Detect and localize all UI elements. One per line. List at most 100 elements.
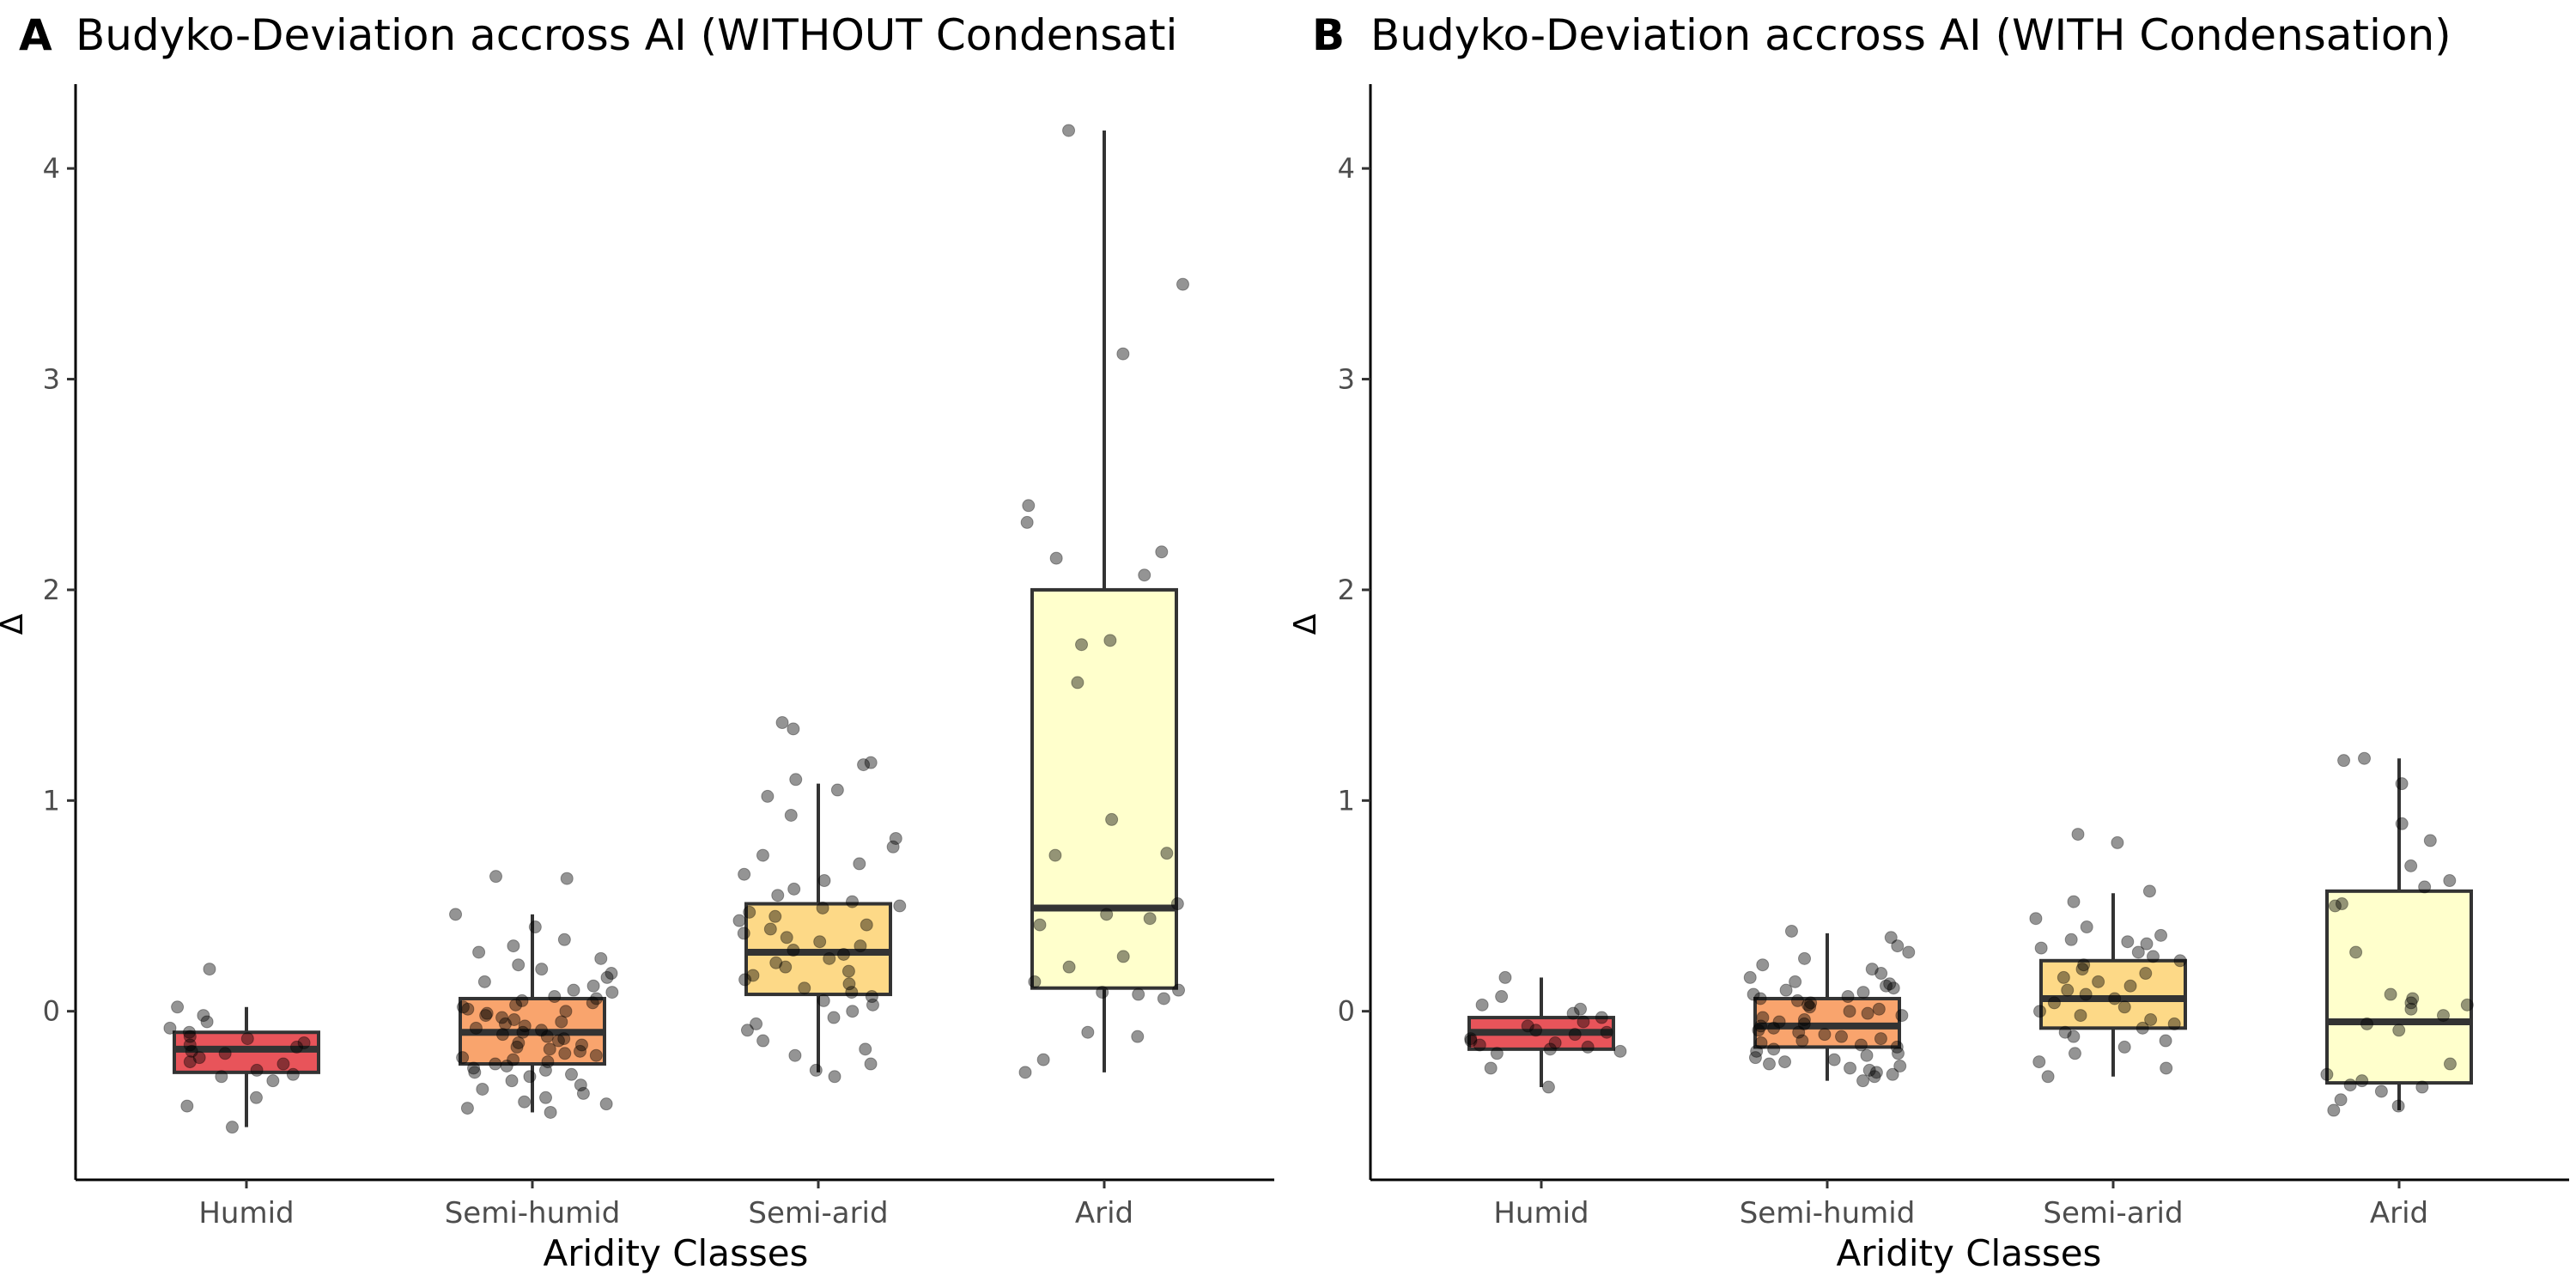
data-point <box>266 1074 280 1088</box>
data-point <box>575 1038 589 1052</box>
data-point <box>456 1000 470 1014</box>
data-point <box>780 931 793 945</box>
data-point <box>2392 1024 2406 1037</box>
data-point <box>1784 924 1798 938</box>
data-point <box>2108 992 2122 1005</box>
data-point <box>2033 1005 2047 1018</box>
box <box>2039 958 2187 1030</box>
data-point <box>1895 1009 1909 1023</box>
data-point <box>555 1015 568 1029</box>
data-point <box>2061 983 2075 997</box>
data-point <box>1022 499 1036 513</box>
data-point <box>240 1032 254 1046</box>
data-point <box>489 870 503 884</box>
data-point <box>2029 912 2043 926</box>
data-point <box>1886 981 1900 995</box>
data-point <box>1495 990 1509 1004</box>
data-point <box>510 1040 524 1054</box>
data-point <box>787 722 800 736</box>
data-point <box>2335 897 2348 911</box>
data-point <box>2058 1025 2072 1039</box>
data-point <box>515 993 529 1007</box>
data-point <box>1595 1011 1608 1024</box>
data-point <box>2032 1055 2046 1069</box>
data-point <box>2334 1093 2348 1107</box>
y-tick-label: 0 <box>43 995 60 1028</box>
data-point <box>535 1024 549 1037</box>
data-point <box>1464 1032 1478 1046</box>
data-point <box>2144 1013 2158 1027</box>
data-point <box>495 1011 509 1024</box>
data-point <box>2092 975 2105 988</box>
data-point <box>290 1040 304 1054</box>
data-point <box>2136 1021 2149 1035</box>
data-point <box>460 1102 474 1115</box>
data-point <box>586 996 599 1010</box>
box <box>1030 587 1178 990</box>
data-point <box>183 1038 197 1052</box>
data-point <box>743 905 756 919</box>
data-point <box>2140 937 2154 951</box>
data-point <box>2360 1017 2374 1030</box>
data-point <box>505 1074 519 1088</box>
data-point <box>1883 977 1897 991</box>
data-point <box>565 1067 579 1081</box>
data-point <box>1750 1044 1764 1058</box>
data-point <box>1874 967 1888 981</box>
data-point <box>1105 812 1119 826</box>
data-point <box>1548 1036 1562 1049</box>
data-point <box>1762 1057 1776 1071</box>
data-point <box>1028 975 1042 988</box>
data-point <box>180 1099 194 1113</box>
y-tick-label: 2 <box>43 574 60 606</box>
data-point <box>461 1002 475 1016</box>
data-point <box>1886 1067 1899 1081</box>
data-point <box>197 1009 210 1023</box>
data-point <box>1075 638 1089 652</box>
data-point <box>1116 950 1130 963</box>
data-point <box>560 872 574 885</box>
panel-title: Budyko-Deviation accross AI (WITHOUT Con… <box>76 10 1177 60</box>
data-point <box>1475 998 1489 1012</box>
data-point <box>574 1078 587 1092</box>
data-point <box>836 947 850 961</box>
data-point <box>203 963 216 976</box>
data-point <box>1529 1024 1543 1037</box>
data-point <box>1018 1066 1032 1079</box>
data-point <box>798 981 811 995</box>
data-point <box>1048 848 1062 862</box>
data-point <box>1803 1000 1817 1014</box>
y-tick-label: 3 <box>1338 363 1355 396</box>
data-point <box>480 1006 494 1020</box>
data-point <box>750 1017 763 1030</box>
axes: 0 1 2 3 4 Humid Semi-humid Semi-arid Arid <box>1338 84 2569 1230</box>
data-point <box>2159 1034 2172 1048</box>
data-point <box>1521 1019 1534 1033</box>
data-point <box>775 716 789 730</box>
data-point <box>1843 1005 1856 1018</box>
data-point <box>771 889 785 902</box>
data-point <box>1860 1048 1874 1062</box>
data-point <box>789 773 803 787</box>
data-point <box>1884 931 1898 945</box>
data-point <box>182 1025 196 1039</box>
data-point <box>1172 983 1186 997</box>
data-point <box>2173 954 2187 968</box>
data-point <box>1071 676 1084 690</box>
data-point <box>551 1034 565 1048</box>
data-point <box>769 909 782 923</box>
data-point <box>540 1030 554 1043</box>
data-point <box>249 1091 263 1104</box>
data-point <box>1577 1015 1590 1029</box>
data-point <box>787 944 800 957</box>
data-point <box>479 1009 493 1023</box>
data-point <box>886 840 900 854</box>
data-point <box>535 963 549 976</box>
data-point <box>2077 958 2091 972</box>
data-point <box>1868 1070 1881 1084</box>
data-point <box>1747 987 1760 1001</box>
data-point <box>738 867 751 881</box>
data-point <box>763 922 777 936</box>
data-point <box>2320 1067 2334 1081</box>
data-point <box>2160 1061 2173 1075</box>
